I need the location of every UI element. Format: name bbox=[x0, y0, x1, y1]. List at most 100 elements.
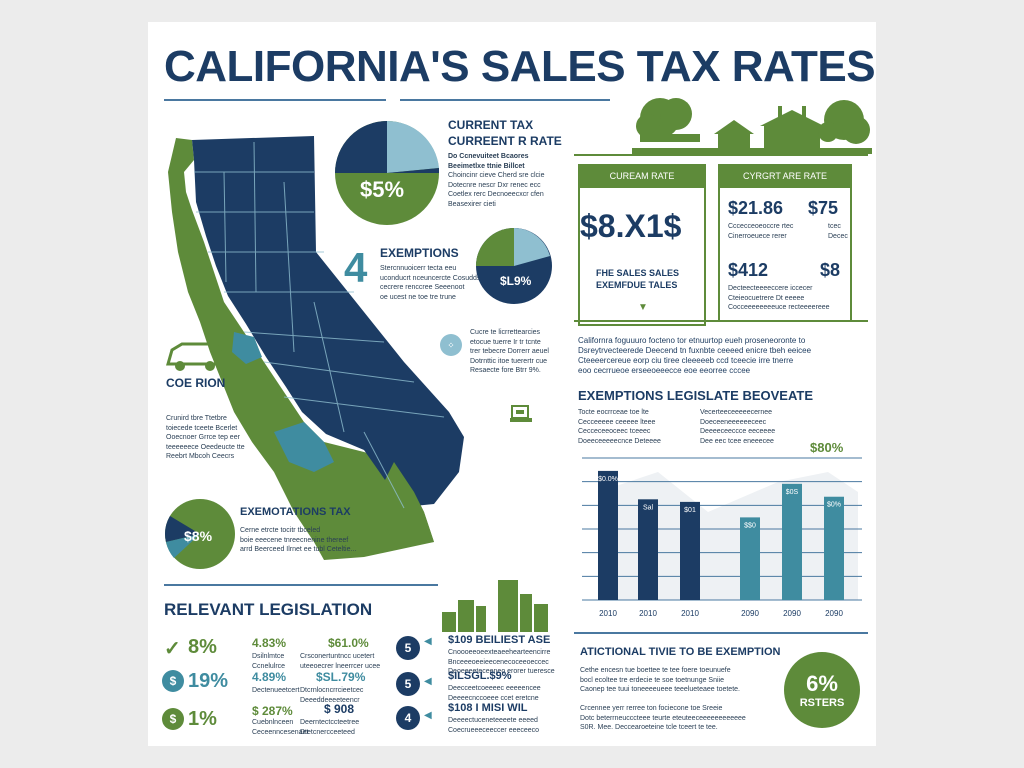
row-mid-line: Dectenueetcert bbox=[252, 687, 300, 694]
chart-left-line: Tocte eocrrceae toe lte bbox=[578, 409, 649, 416]
left-note-line: toiecede tceete Bcerlet bbox=[166, 424, 238, 432]
average-rate-line: Cinerroeuece rerer bbox=[728, 232, 787, 240]
register-icon bbox=[510, 405, 532, 422]
pie-chart-exemotations-tax bbox=[165, 499, 235, 569]
exemp-tax-text: Cerne etrcte tocitr tbceled boie eeecene… bbox=[240, 526, 356, 555]
chart-left-line: Cecceeeee ceeeee lteee bbox=[578, 418, 656, 426]
average-rate-line: Cteieocuetrere Dt eeeee bbox=[728, 294, 805, 302]
pie1-line: Dotecnre nescr Dxr renec ecc bbox=[448, 181, 541, 189]
pie1-line: Coetlex rerc Decnoeecxcr cfen bbox=[448, 191, 544, 198]
average-rate-1a: $21.86 bbox=[728, 198, 784, 218]
intro-line: Cteeeercereue eorp ciu tiree cleeeeeb cc… bbox=[578, 356, 794, 365]
average-rate-2a: $412 bbox=[728, 260, 769, 280]
rate-circle-label: RSTERS bbox=[799, 697, 845, 709]
bullet-note-line: Cucre te licrrettearcies bbox=[470, 329, 541, 336]
dollar-icon: $ bbox=[162, 670, 184, 692]
numbered-heading: $108 I MISI WIL bbox=[448, 702, 528, 714]
numbered-heading: $109 BEILIEST ASE bbox=[448, 634, 551, 646]
chart-left-text: Tocte eocrrceae toe lte Cecceeeee ceeeee… bbox=[578, 408, 661, 446]
chevron-down-icon: ▼ bbox=[638, 302, 648, 313]
row-right-line: Crsconertuntncc ucetert bbox=[300, 653, 375, 660]
numbered-line: Cnoooeeoeexteaeehearteencirre bbox=[448, 649, 551, 656]
number-badge: 4 bbox=[396, 706, 420, 730]
row-pct: 1% bbox=[188, 708, 217, 730]
row-right-line: uteeoecrer lneerrcer ucee bbox=[300, 662, 381, 670]
chart-value-label: $0% bbox=[827, 502, 841, 509]
numbered-line: Deeeecnccoeee ccet eretcne bbox=[448, 694, 539, 702]
row-mid-line: Cuebnlnceen bbox=[252, 719, 294, 726]
car-icon bbox=[166, 342, 224, 371]
chart-tick-label: 2090 bbox=[741, 609, 759, 618]
row-mid-value: 4.89% bbox=[252, 670, 287, 684]
row-right-line: Dtcrnlocncrrcieetcec bbox=[300, 687, 364, 694]
title-rule-right bbox=[400, 99, 610, 101]
average-rate-1a-text: Cccecceoeoccre rtec Cinerroeuece rerer bbox=[728, 222, 793, 241]
chart-value-label: Sal bbox=[643, 504, 654, 511]
intro-text: Californra foguuuro focteno tor etnuurto… bbox=[578, 336, 811, 376]
row-mid-line: Ceceenncesenaet bbox=[252, 728, 309, 736]
relevant-heading: RELEVANT LEGISLATION bbox=[164, 600, 373, 619]
dots-icon: ⁘ bbox=[440, 334, 462, 356]
chart-bar bbox=[680, 501, 700, 600]
chart-bar bbox=[782, 483, 802, 600]
bullet-note-line: etocue tuerre Ir tr tcnte bbox=[470, 338, 541, 346]
pie1-label: $5% bbox=[360, 177, 405, 202]
chart-background-area bbox=[598, 472, 858, 600]
additional-line: bocl ecoltee tre erdecie te soe toetnung… bbox=[580, 676, 724, 684]
additional-heading: ATICTIONAL TIVIE TO BE EXEMPTION bbox=[580, 646, 781, 658]
average-rate-1b-text: tcec Decec bbox=[828, 222, 848, 241]
pie1-text: Do Ccnevuiteet Bcaores Beeimetlxe ttnie … bbox=[448, 152, 544, 209]
row-right-line: Deerntectccteetree bbox=[300, 719, 360, 726]
average-rate-line: tcec bbox=[828, 223, 841, 230]
intro-line: Californra foguuuro focteno tor etnuurto… bbox=[578, 336, 806, 345]
chart-bar bbox=[824, 496, 844, 600]
exemptions-number: 4 bbox=[344, 244, 368, 291]
numbered-text: Cnoooeeoeexteaeehearteencirre Bnceeeoeei… bbox=[448, 648, 555, 677]
row-mid-text: Dsilnlmtce Ccnelulrce bbox=[252, 652, 285, 671]
average-rate-line: Cccecceoeoccre rtec bbox=[728, 223, 794, 230]
additional-line: Crcennee yerr rerree ton fociecone toe S… bbox=[580, 705, 723, 712]
exemp-tax-line: boie eeecene tnreecnenine thereef bbox=[240, 536, 349, 544]
bullet-note-line: Resaecte fore Btrr 9%. bbox=[470, 367, 541, 374]
chart-right-line: Vecerteeceeeeecernee bbox=[700, 409, 772, 416]
exemptions-line: Stercnnuoicerr tecta eeu bbox=[380, 265, 457, 272]
row-right-line: Dtetcnercceeteed bbox=[300, 728, 355, 736]
exemp-tax-line: Cerne etrcte tocitr tbceled bbox=[240, 527, 321, 534]
row-pct: 8% bbox=[188, 636, 217, 658]
numbered-line: Bnceeeoeeieecenecoceeoeccec bbox=[448, 658, 549, 666]
numbered-text: Deeeectuceneteeeete eeeed Coecrueeeceecc… bbox=[448, 716, 539, 735]
pie1-heading-2: CURREENT R RATE bbox=[448, 134, 562, 148]
pie1-line: Choincinr cieve Cherd sre clcie bbox=[448, 172, 545, 179]
row-mid-text: Cuebnlnceen Ceceenncesenaet bbox=[252, 718, 308, 737]
bullet-note-line: Dotrnttic itoe tuerertr cue bbox=[470, 357, 548, 365]
left-note-line: Crunird tbre Ttetbre bbox=[166, 415, 227, 422]
pie-chart-exemptions bbox=[476, 228, 552, 304]
rates-bottom-rule bbox=[574, 320, 868, 322]
left-note: Crunird tbre Ttetbre toiecede tceete Bce… bbox=[166, 414, 245, 462]
row-right-value: $SL.79% bbox=[316, 670, 366, 684]
row-mid-line: Dsilnlmtce bbox=[252, 653, 285, 660]
pie1-bold-line: Beeimetlxe ttnie Billcet bbox=[448, 162, 525, 170]
chart-value-label: $$0 bbox=[744, 522, 756, 529]
average-rate-2-text: Decteecteeeeccere iccecer Cteieocuetrere… bbox=[728, 284, 830, 313]
rate-circle-value: 6% bbox=[806, 671, 838, 696]
bullet-note-line: trer tebecre Dorrerr aeuel bbox=[470, 348, 549, 355]
chart-left-line: Cecceceeoceec tceeec bbox=[578, 428, 651, 435]
additional-line: Cethe encesn tue boettee te tee foere to… bbox=[580, 667, 731, 674]
chart-value-label: $01 bbox=[684, 507, 696, 514]
chart-annotation: $80% bbox=[810, 440, 844, 455]
row-mid-value: $ 287% bbox=[252, 704, 293, 718]
average-rate-line: Decteecteeeeccere iccecer bbox=[728, 285, 813, 292]
chart-right-line: Deeeeceeccce eeceeee bbox=[700, 428, 776, 435]
row-right-value: $61.0% bbox=[328, 636, 369, 650]
current-rate-box bbox=[578, 188, 706, 326]
intro-line: Dsreytrvecteerede Deecend tn fuxnbte cee… bbox=[578, 346, 812, 355]
rates-top-rule bbox=[574, 154, 868, 156]
additional-text: Cethe encesn tue boettee te tee foere to… bbox=[580, 666, 740, 695]
chart-tick-label: 2010 bbox=[599, 609, 617, 618]
exemp-tax-line: arrd Beerceed Ilrnet ee tubl Ceteltie... bbox=[240, 546, 357, 553]
exemptions-text: Stercnnuoicerr tecta eeu uconducrt nceun… bbox=[380, 264, 489, 302]
arrow-left-icon: ◀ bbox=[424, 676, 432, 687]
row-right-value: $ 908 bbox=[324, 702, 355, 716]
pie1-heading-1: CURRENT TAX bbox=[448, 118, 534, 132]
